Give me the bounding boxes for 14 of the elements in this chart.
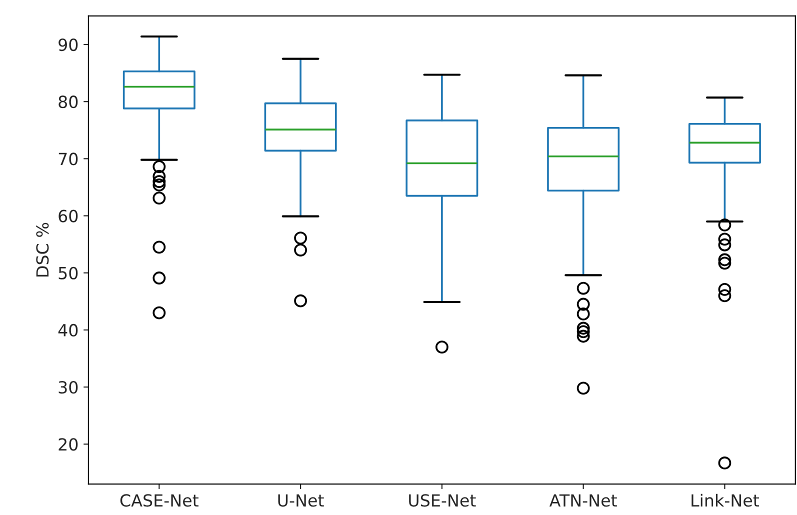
x-tick-label: U-Net <box>278 494 324 507</box>
x-tick-label: USE-Net <box>409 494 476 507</box>
y-tick-label: 30 <box>58 381 78 394</box>
x-tick-label: ATN-Net <box>549 494 617 507</box>
y-tick-label: 40 <box>58 324 78 337</box>
y-tick-label: 60 <box>58 210 78 222</box>
y-tick-label: 50 <box>58 266 78 280</box>
y-tick-label: 90 <box>58 38 78 52</box>
x-tick-label: CASE-Net <box>120 494 198 507</box>
y-tick-label: 70 <box>58 152 78 166</box>
y-axis-title: DSC % <box>36 222 49 276</box>
x-tick-label: Link-Net <box>692 494 760 507</box>
y-tick-label: 80 <box>58 96 78 108</box>
y-tick-label: 20 <box>58 438 78 451</box>
